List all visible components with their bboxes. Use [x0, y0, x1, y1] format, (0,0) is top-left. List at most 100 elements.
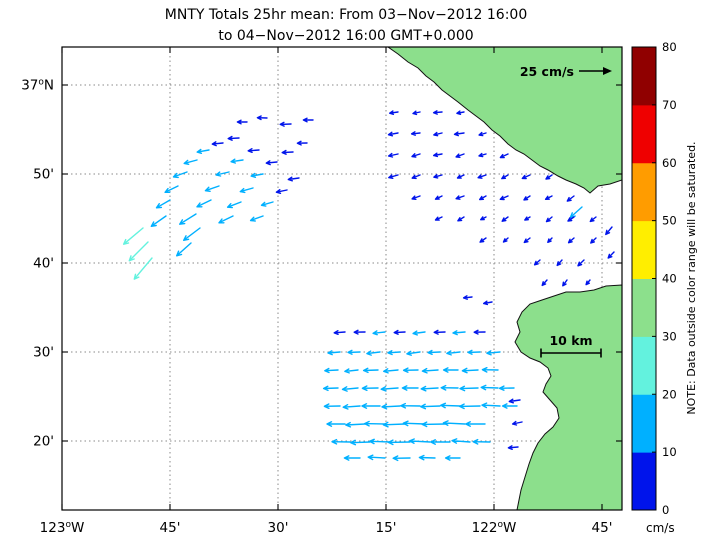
current-vector — [541, 279, 548, 287]
current-vector — [393, 329, 406, 335]
title-line-2: to 04−Nov−2012 16:00 GMT+0.000 — [218, 28, 474, 44]
current-vector — [589, 216, 597, 223]
colorbar-band — [632, 452, 656, 511]
current-vector — [211, 141, 224, 147]
current-vector — [400, 402, 421, 409]
current-vector — [179, 213, 197, 225]
current-vector — [569, 206, 583, 219]
current-vector — [361, 385, 379, 391]
current-vector — [367, 454, 386, 461]
current-vector — [401, 385, 419, 391]
current-vector — [457, 216, 465, 222]
current-vector — [123, 227, 144, 245]
current-vector — [562, 279, 568, 287]
reference-arrow-label: 25 cm/s — [520, 64, 574, 79]
colorbar-units-label: cm/s — [646, 521, 675, 535]
current-vector — [502, 237, 509, 243]
current-vector — [389, 110, 399, 115]
current-vector — [556, 259, 563, 267]
axis-ticks — [61, 47, 622, 510]
current-vector — [279, 121, 292, 127]
current-vector — [467, 349, 481, 355]
current-vector — [585, 279, 591, 286]
current-vector — [250, 172, 264, 178]
current-vector — [590, 237, 597, 244]
current-vector — [350, 439, 371, 446]
current-vector — [479, 195, 487, 201]
current-vector — [287, 176, 300, 182]
x-tick-label: 122oW — [472, 520, 517, 536]
current-vector — [420, 403, 441, 410]
current-vector — [226, 201, 242, 209]
current-vector — [402, 420, 426, 427]
x-axis-labels: 123oW 45' 30' 15' 122oW 45' — [40, 520, 613, 536]
current-vector — [380, 386, 399, 392]
current-vector — [486, 350, 501, 356]
current-vector — [499, 153, 509, 159]
current-vector — [322, 385, 339, 392]
current-vector — [345, 421, 366, 428]
current-vector — [501, 174, 509, 180]
plot-frame — [61, 46, 623, 511]
y-tick-label: 40' — [33, 256, 54, 272]
current-vector — [507, 445, 519, 450]
current-vector — [227, 135, 240, 141]
current-vector — [387, 439, 411, 446]
current-vector — [577, 259, 585, 267]
current-vector — [524, 216, 531, 221]
current-vector — [408, 438, 431, 444]
y-tick-label: 50' — [33, 167, 54, 183]
current-vector — [387, 152, 399, 158]
colorbar-band — [632, 47, 656, 106]
current-vector — [421, 367, 439, 374]
current-vector — [523, 237, 531, 244]
current-vector — [196, 199, 212, 208]
current-vector — [281, 149, 294, 155]
colorbar-band — [632, 162, 656, 222]
x-tick-label: 45' — [592, 520, 613, 536]
current-vector — [567, 237, 575, 244]
current-vector — [412, 330, 426, 336]
current-vector — [362, 367, 379, 374]
current-vector — [477, 174, 487, 179]
current-vector — [433, 174, 443, 179]
current-vector — [382, 421, 406, 428]
y-axis-labels: 37oN 50' 40' 30' 20' — [21, 78, 54, 450]
current-vector — [433, 131, 443, 137]
current-vectors — [123, 110, 615, 462]
current-vector — [453, 131, 465, 137]
current-vector — [452, 330, 466, 336]
current-vector — [459, 385, 479, 392]
current-vector — [342, 404, 361, 410]
current-vector — [480, 216, 487, 221]
current-vector — [433, 329, 446, 335]
current-vector — [421, 421, 446, 428]
colorbar-tick-label: 50 — [662, 214, 677, 228]
current-vector — [260, 201, 274, 207]
current-vector — [478, 152, 487, 158]
current-vector — [265, 160, 278, 166]
current-vector — [418, 454, 436, 461]
current-vector — [442, 367, 459, 373]
current-vector — [183, 159, 198, 165]
current-vector — [327, 350, 341, 356]
current-vector — [455, 195, 465, 200]
current-vector — [150, 215, 167, 227]
current-vector — [347, 349, 361, 355]
current-vector — [533, 259, 541, 266]
colorbar-band — [632, 104, 656, 164]
current-vector — [183, 227, 201, 241]
current-vector — [478, 131, 487, 137]
current-vector — [440, 402, 461, 409]
current-vector — [545, 174, 553, 180]
current-vector — [461, 367, 479, 374]
current-vector — [247, 148, 260, 153]
current-vector — [128, 241, 149, 262]
current-vector — [455, 153, 465, 158]
current-vector — [433, 152, 443, 158]
current-vector — [498, 385, 515, 391]
current-vector — [215, 171, 230, 177]
current-vector — [481, 402, 501, 409]
current-vector — [344, 368, 359, 374]
